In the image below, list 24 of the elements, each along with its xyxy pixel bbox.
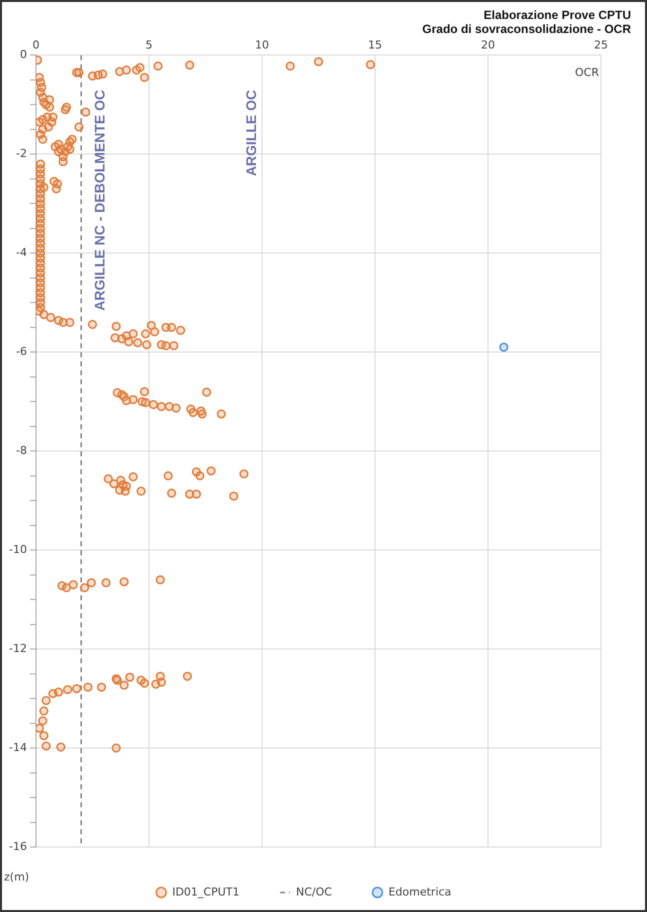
- x-tick-label: 15: [368, 38, 382, 52]
- x-tick-label: 25: [594, 38, 608, 52]
- y-tick-label: -8: [16, 444, 27, 457]
- y-tick-label: -2: [16, 147, 27, 160]
- x-tick-label: 5: [145, 38, 152, 52]
- chart-subtitle: Grado di sovraconsolidazione - OCR: [422, 22, 631, 36]
- chart-title: Elaborazione Prove CPTU: [482, 8, 631, 22]
- y-tick-label: -6: [16, 344, 27, 358]
- x-tick-label: 0: [32, 38, 40, 52]
- y-axis-title: z(m): [4, 870, 30, 884]
- annotation: ARGILLE OC: [242, 90, 259, 176]
- y-tick-label: -14: [9, 740, 27, 754]
- legend-label: Edometrica: [388, 885, 452, 898]
- y-tick-label: -4: [16, 246, 27, 260]
- x-axis-title: OCR: [575, 66, 600, 80]
- legend-label: ID01_CPUT1: [172, 885, 240, 898]
- legend-label: NC/OC: [296, 885, 332, 898]
- y-tick-label: 0: [20, 48, 27, 62]
- annotation: ARGILLE NC - DEBOLMENTE OC: [91, 90, 108, 311]
- x-tick-label: 10: [254, 38, 269, 52]
- y-tick-label: -10: [9, 542, 27, 556]
- x-tick-label: 20: [480, 38, 495, 52]
- y-tick-label: -16: [9, 840, 27, 853]
- y-tick-label: -12: [9, 642, 27, 655]
